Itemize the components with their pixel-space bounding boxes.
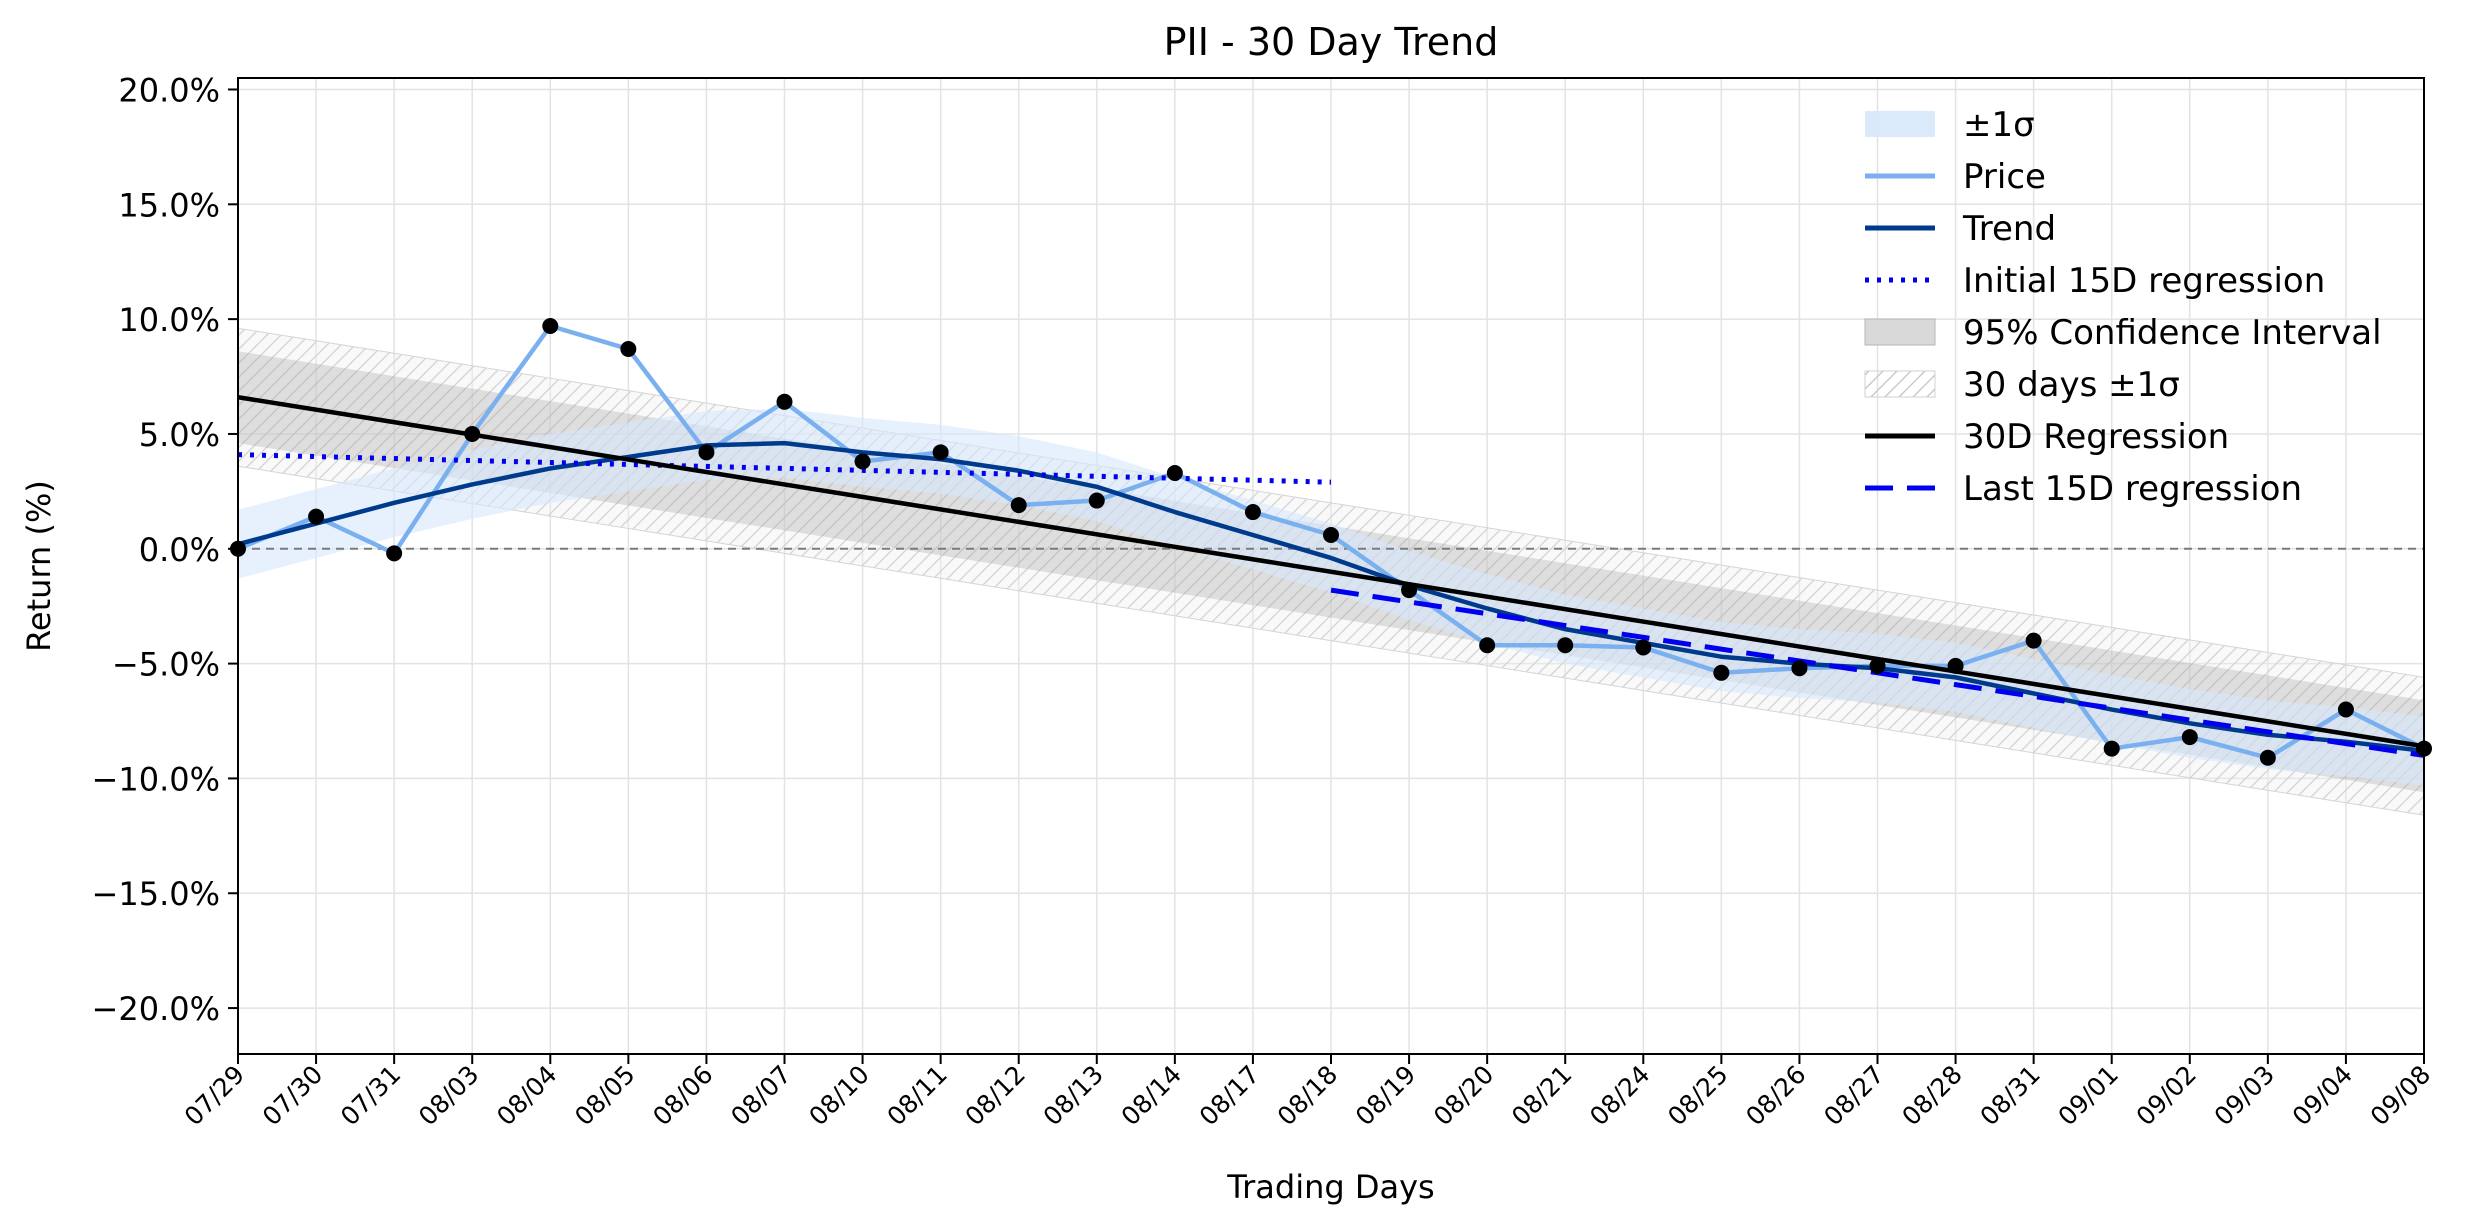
x-tick-label: 08/21 — [1506, 1060, 1577, 1131]
price-point — [2181, 729, 2198, 746]
y-tick-label: −15.0% — [92, 875, 220, 913]
legend-label: ±1σ — [1963, 105, 2035, 145]
legend-label: 30D Regression — [1963, 417, 2229, 457]
x-tick-label: 08/11 — [881, 1060, 952, 1131]
x-tick-label: 07/31 — [335, 1060, 406, 1131]
price-point — [2259, 749, 2276, 766]
legend-trend: Trend — [1865, 209, 2056, 249]
x-tick-label: 08/10 — [803, 1060, 874, 1131]
legend-swatch — [1865, 111, 1935, 137]
initial-15d-regression-line — [238, 452, 1332, 485]
y-tick-label: 20.0% — [118, 71, 220, 109]
legend: ±1σ Price Trend Initial 15D regression 95% C… — [1864, 105, 2382, 509]
y-tick-label: −10.0% — [92, 760, 220, 798]
price-point — [1323, 526, 1339, 543]
x-tick-label: 08/12 — [960, 1060, 1031, 1131]
y-axis-label: Return (%) — [20, 480, 58, 652]
y-tick-label: −20.0% — [92, 990, 220, 1028]
x-tick-label: 08/14 — [1116, 1060, 1187, 1131]
price-point — [2103, 740, 2120, 757]
price-point — [620, 340, 637, 357]
price-point — [464, 425, 481, 442]
x-tick-label: 08/31 — [1974, 1060, 2045, 1131]
legend-confidence-interval: 95% Confidence Interval — [1864, 313, 2382, 353]
price-point — [932, 444, 949, 461]
price-point — [386, 545, 403, 562]
x-tick-label: 07/29 — [179, 1060, 250, 1131]
y-tick-label: 0.0% — [139, 531, 220, 569]
price-point — [2025, 632, 2042, 649]
legend-swatch — [1864, 318, 1936, 346]
price-point — [1010, 497, 1027, 514]
price-point — [854, 453, 871, 470]
price-point — [1557, 637, 1574, 654]
price-point — [698, 444, 715, 461]
legend-regression-30d: 30D Regression — [1865, 417, 2229, 457]
legend-label: Initial 15D regression — [1963, 261, 2325, 301]
price-point — [1244, 504, 1261, 521]
x-tick-label: 08/27 — [1818, 1060, 1889, 1131]
x-tick-label: 08/28 — [1896, 1060, 1967, 1131]
x-tick-label: 07/30 — [257, 1060, 328, 1131]
legend-label: 95% Confidence Interval — [1963, 313, 2382, 353]
price-point — [1166, 464, 1183, 481]
price-point — [776, 393, 793, 410]
legend-label: Last 15D regression — [1963, 469, 2302, 509]
x-tick-label: 08/17 — [1194, 1060, 1265, 1131]
price-point — [1635, 639, 1652, 656]
x-tick-label: 09/02 — [2131, 1060, 2202, 1131]
legend-label: 30 days ±1σ — [1963, 365, 2180, 405]
x-tick-label: 08/07 — [725, 1060, 796, 1131]
price-point — [1791, 660, 1808, 677]
y-tick-label: 15.0% — [118, 186, 220, 224]
x-tick-label: 08/04 — [491, 1060, 562, 1131]
price-point — [1088, 492, 1105, 509]
x-tick-label: 08/19 — [1350, 1060, 1421, 1131]
x-tick-label: 09/08 — [2365, 1060, 2436, 1131]
x-tick-label: 08/05 — [569, 1060, 640, 1131]
x-tick-label: 08/24 — [1584, 1060, 1655, 1131]
y-tick-label: −5.0% — [112, 646, 220, 684]
price-point — [1401, 582, 1418, 599]
x-tick-label: 08/13 — [1038, 1060, 1109, 1131]
chart-title: PII - 30 Day Trend — [1164, 20, 1499, 64]
x-tick-label: 09/03 — [2209, 1060, 2280, 1131]
x-tick-label: 08/06 — [647, 1060, 718, 1131]
legend-label: Price — [1963, 157, 2046, 197]
x-tick-label: 08/18 — [1272, 1060, 1343, 1131]
point-layer — [230, 318, 2432, 766]
price-point — [1947, 657, 1964, 674]
price-point — [1479, 637, 1496, 654]
price-point — [1713, 664, 1730, 681]
x-tick-label: 09/01 — [2053, 1060, 2124, 1131]
sigma-band — [238, 408, 2424, 786]
x-axis-label: Trading Days — [1226, 1168, 1434, 1206]
legend-days-sigma-band: 30 days ±1σ — [1864, 365, 2180, 405]
price-point — [2337, 701, 2354, 718]
regression-30d-line — [238, 394, 2424, 749]
price-point — [308, 508, 325, 525]
legend-label: Trend — [1962, 209, 2056, 249]
x-tick-label: 08/03 — [413, 1060, 484, 1131]
y-tick-label: 5.0% — [139, 416, 220, 454]
legend-sigma-band: ±1σ — [1865, 105, 2035, 145]
price-point — [1869, 657, 1886, 674]
y-tick-label: 10.0% — [118, 301, 220, 339]
legend-last-15d-regression: Last 15D regression — [1865, 469, 2302, 509]
x-tick-label: 08/20 — [1428, 1060, 1499, 1131]
legend-initial-15d-regression: Initial 15D regression — [1865, 261, 2325, 301]
x-tick-label: 08/26 — [1740, 1060, 1811, 1131]
x-tick-label: 08/25 — [1662, 1060, 1733, 1131]
x-tick-label: 09/04 — [2287, 1060, 2358, 1131]
price-point — [542, 318, 559, 335]
legend-price: Price — [1865, 157, 2046, 197]
legend-swatch — [1864, 370, 1936, 398]
